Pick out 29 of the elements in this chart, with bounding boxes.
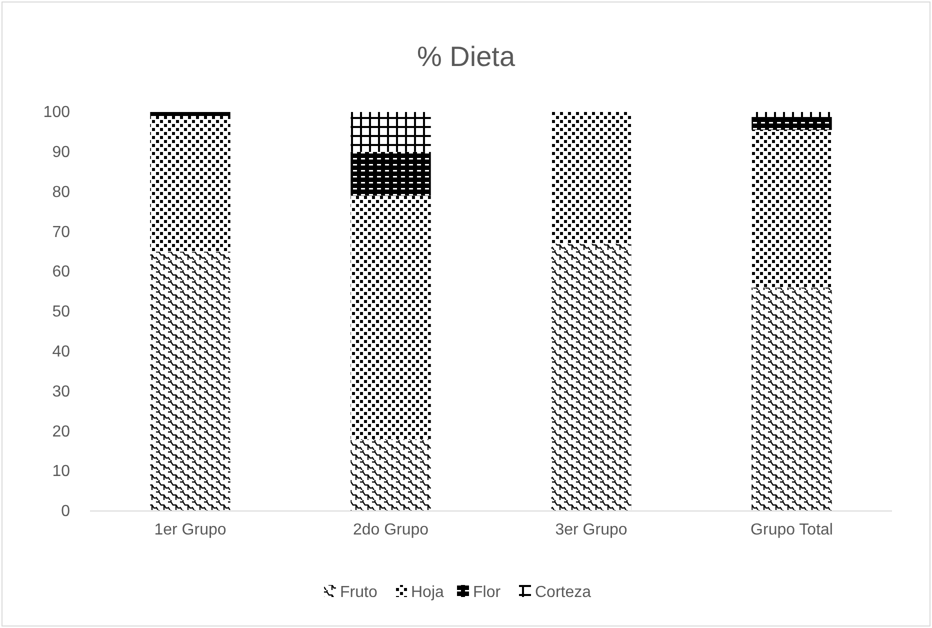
legend-label: Flor	[473, 584, 502, 601]
x-tick-label: 2do Grupo	[352, 521, 429, 538]
x-tick-label: 3er Grupo	[555, 521, 628, 538]
bar	[150, 252, 230, 511]
legend-label: Fruto	[340, 584, 378, 601]
bar	[150, 116, 230, 252]
x-tick-label: 1er Grupo	[154, 521, 226, 538]
bar	[551, 244, 632, 511]
y-tick-label: 70	[52, 224, 70, 241]
y-tick-label: 50	[52, 304, 70, 321]
bar	[350, 439, 431, 511]
y-tick-label: 20	[52, 423, 70, 440]
y-tick-label: 40	[52, 344, 70, 361]
y-tick-label: 10	[52, 463, 70, 480]
y-tick-label: 60	[52, 264, 70, 281]
bar	[752, 118, 832, 130]
y-tick-label: 0	[61, 503, 70, 520]
bar	[150, 112, 230, 116]
bar	[350, 152, 431, 196]
y-tick-label: 100	[43, 104, 70, 122]
bar	[752, 288, 832, 511]
legend-label: Hoja	[411, 584, 444, 601]
legend-label: Corteza	[535, 584, 592, 601]
bar	[350, 196, 431, 440]
y-tick-label: 30	[52, 383, 70, 400]
y-tick-label: 80	[52, 184, 70, 201]
chart-title: % Dieta	[416, 41, 516, 72]
y-tick-label: 90	[52, 144, 70, 162]
x-tick-label: Grupo Total	[750, 521, 833, 538]
